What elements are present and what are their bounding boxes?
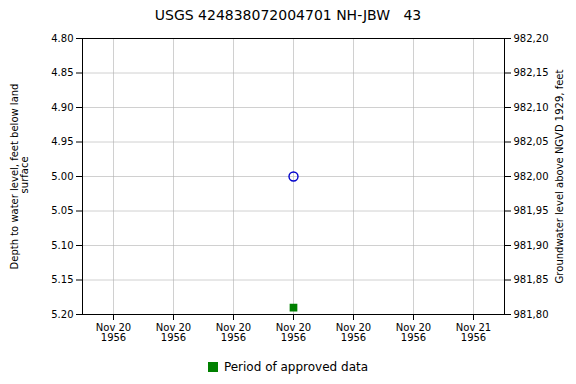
svg-text:982,15: 982,15 <box>514 67 549 78</box>
html-text:USGS 424838072004701 NH-JBW 43: USGS 424838072004701 NH-JBW 43 <box>154 7 422 23</box>
svg-text:Depth to water level, feet bel: Depth to water level, feet below land su… <box>9 84 30 270</box>
svg-text:982,10: 982,10 <box>514 102 549 113</box>
svg-text:981,80: 981,80 <box>514 309 549 320</box>
svg-text:Groundwater level above NGVD 1: Groundwater level above NGVD 1929, feet <box>554 70 565 284</box>
svg-text:981,95: 981,95 <box>514 205 549 216</box>
svg-text:981,85: 981,85 <box>514 274 549 285</box>
svg-text:5.05: 5.05 <box>51 205 73 216</box>
svg-text:Nov 201956: Nov 201956 <box>276 322 311 343</box>
svg-text:5.20: 5.20 <box>51 309 73 320</box>
svg-text:Nov 201956: Nov 201956 <box>396 322 431 343</box>
svg-text:Nov 211956: Nov 211956 <box>456 322 491 343</box>
svg-text:4.95: 4.95 <box>51 136 73 147</box>
svg-text:5.15: 5.15 <box>51 274 73 285</box>
svg-text:Nov 201956: Nov 201956 <box>96 322 131 343</box>
svg-text:Nov 201956: Nov 201956 <box>336 322 371 343</box>
svg-text:982,00: 982,00 <box>514 171 549 182</box>
svg-text:Nov 201956: Nov 201956 <box>216 322 251 343</box>
svg-text:981,90: 981,90 <box>514 240 549 251</box>
svg-text:4.80: 4.80 <box>51 33 73 44</box>
svg-text:982,05: 982,05 <box>514 136 549 147</box>
svg-text:Nov 201956: Nov 201956 <box>156 322 191 343</box>
svg-text:5.10: 5.10 <box>51 240 73 251</box>
svg-text:4.90: 4.90 <box>51 102 73 113</box>
svg-text:5.00: 5.00 <box>51 171 73 182</box>
html-text:Period of approved data: Period of approved data <box>223 360 369 374</box>
svg-text:4.85: 4.85 <box>51 67 73 78</box>
svg-text:982,20: 982,20 <box>514 33 549 44</box>
